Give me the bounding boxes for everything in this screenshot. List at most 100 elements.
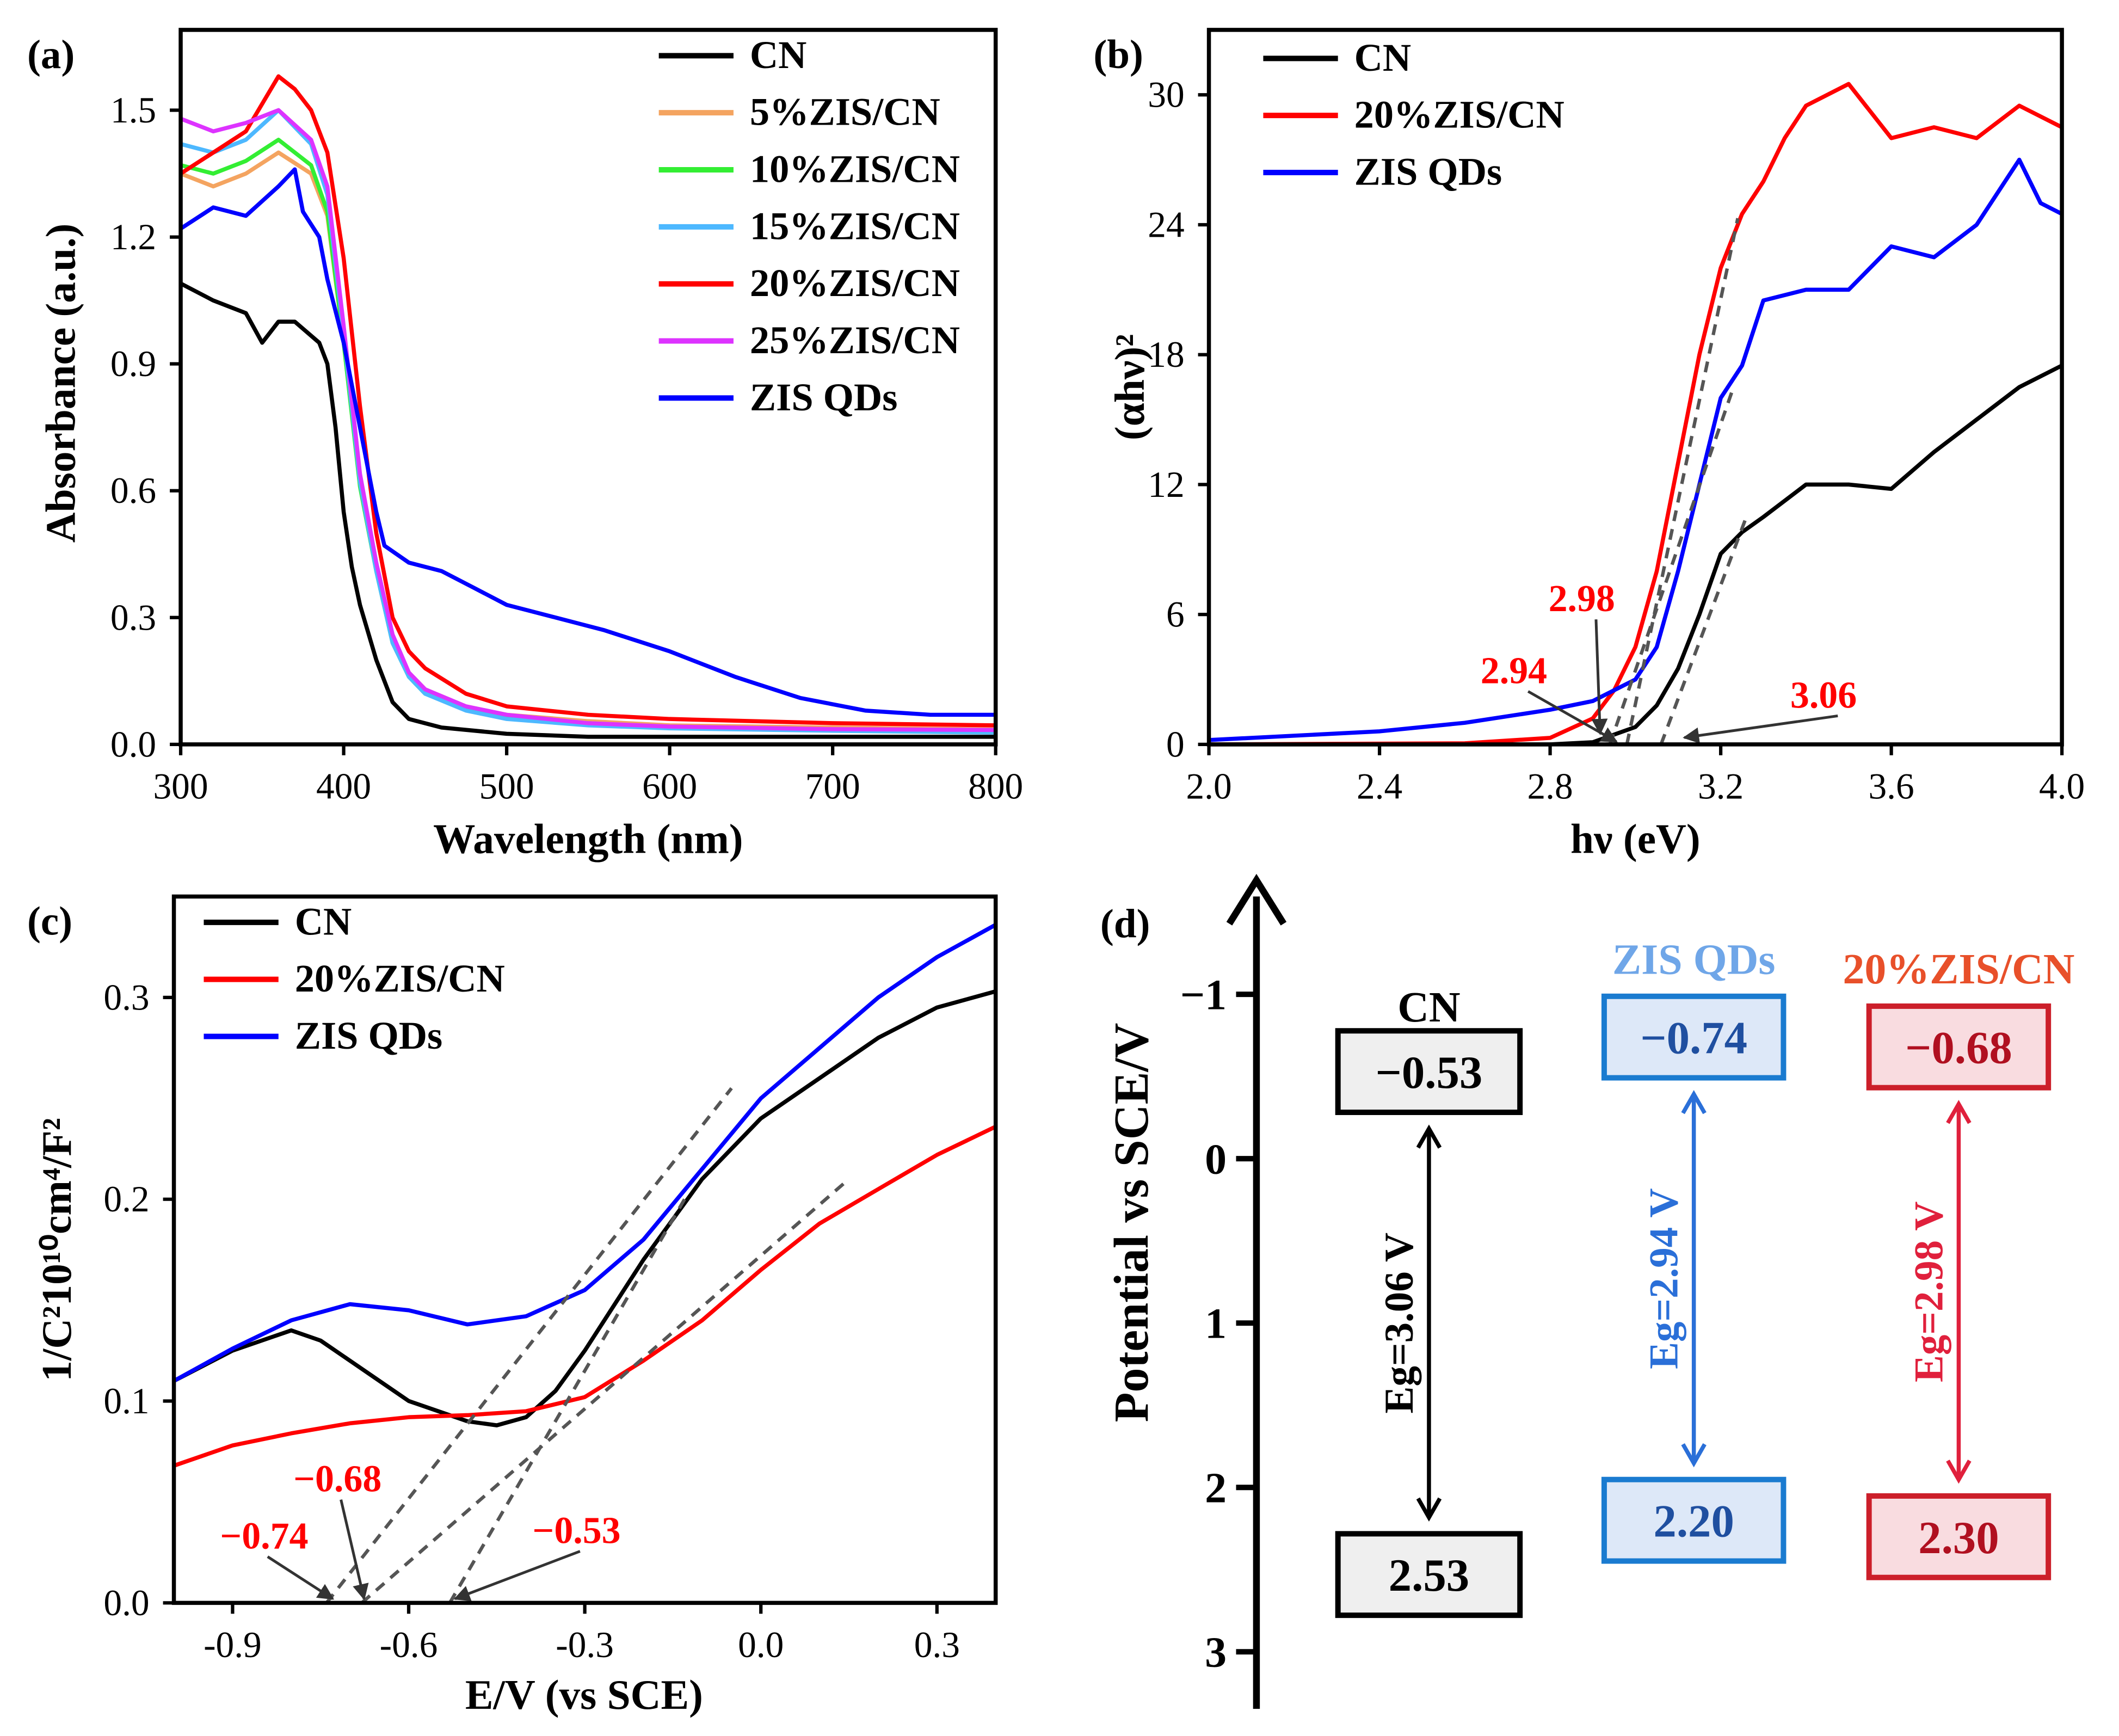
d-y-tick-label-1: 0 (1205, 1136, 1227, 1184)
d-eg-label-1: Eg=2.94 V (1642, 1188, 1687, 1369)
p0-legend-label-1: 5%ZIS/CN (750, 90, 940, 134)
p2-annotation-arrow-0 (267, 1555, 335, 1600)
p0-legend-label-5: 25%ZIS/CN (750, 318, 960, 362)
p1-y-tick-label-3: 18 (1148, 334, 1184, 375)
d-eg-arrowheads-icon-0 (1416, 1124, 1442, 1522)
p1-x-tick-label-4: 3.6 (1868, 766, 1914, 807)
p0-legend-label-6: ZIS QDs (750, 375, 898, 419)
p0-legend-label-0: CN (750, 33, 807, 77)
p1-series-line-0 (1209, 364, 2063, 747)
d-vb-value-2: 2.30 (1918, 1512, 1999, 1563)
d-vb-box-0 (1335, 1531, 1523, 1618)
panel-label-a: (a) (27, 32, 75, 77)
d-eg-arrowheads-icon-1 (1681, 1089, 1707, 1468)
d-cb-box-1 (1601, 993, 1787, 1081)
p1-x-tick-label-1: 2.4 (1357, 766, 1402, 807)
p0-plot-frame (178, 28, 998, 747)
p0-legend-label-2: 10%ZIS/CN (750, 147, 960, 190)
p0-y-tick-label-5: 1.5 (110, 90, 156, 131)
d-y-tick-label-3: 2 (1205, 1464, 1227, 1512)
p1-legend-label-0: CN (1354, 36, 1412, 79)
p0-y-tick-label-2: 0.6 (110, 470, 156, 511)
p1-y-tick-label-1: 6 (1166, 594, 1185, 635)
d-vb-value-0: 2.53 (1389, 1550, 1470, 1601)
p0-x-tick-label-2: 500 (479, 766, 534, 807)
p0-y-tick-label-3: 0.9 (110, 343, 156, 384)
p2-x-tick-label-3: 0.0 (738, 1624, 784, 1665)
p2-x-tick-label-4: 0.3 (914, 1624, 960, 1665)
d-material-title-0: CN (1397, 983, 1460, 1031)
p1-y-tick-label-4: 24 (1148, 204, 1184, 245)
p1-x-tick-label-3: 3.2 (1698, 766, 1744, 807)
ylabel-c: 1/C²10¹⁰cm⁴/F² (33, 1118, 80, 1382)
p2-annotation-arrow-2 (453, 1550, 581, 1602)
d-y-tick-label-0: −1 (1180, 971, 1227, 1019)
p2-legend-label-1: 20%ZIS/CN (295, 957, 505, 1000)
d-material-title-2: 20%ZIS/CN (1843, 945, 2074, 993)
p2-annotation-arrow-1 (340, 1499, 369, 1600)
p1-tangent-line-0 (1625, 218, 1740, 745)
d-eg-arrowheads-icon-2 (1946, 1100, 1972, 1484)
d-y-tick-label-2: 1 (1205, 1300, 1227, 1348)
panel-label-d: (d) (1100, 901, 1150, 946)
d-axis-arrowhead-icon (1226, 873, 1287, 926)
d-cb-value-2: −0.68 (1905, 1023, 2012, 1074)
p1-x-tick-label-0: 2.0 (1186, 766, 1231, 807)
p1-tangent-line-1 (1608, 386, 1735, 745)
p0-series-line-5 (180, 108, 996, 732)
p1-legend-label-2: ZIS QDs (1354, 150, 1502, 193)
p2-tangent-line-2 (448, 1198, 686, 1604)
ylabel-a: Absorbance (a.u.) (37, 224, 84, 543)
d-y-tick-label-4: 3 (1205, 1629, 1227, 1677)
p2-x-tick-label-2: -0.3 (556, 1624, 614, 1665)
p1-annotation-1: 2.94 (1481, 650, 1547, 692)
p2-y-tick-label-0: 0.0 (103, 1583, 149, 1623)
p1-series-line-1 (1209, 82, 2063, 747)
xlabel-b: hν (eV) (1570, 816, 1701, 863)
p1-x-tick-label-5: 4.0 (2039, 766, 2085, 807)
p2-x-tick-label-0: -0.9 (204, 1624, 262, 1665)
d-cb-value-1: −0.74 (1640, 1013, 1747, 1064)
p0-x-tick-label-0: 300 (153, 766, 208, 807)
panel-label-b: (b) (1093, 32, 1143, 77)
p1-legend-label-1: 20%ZIS/CN (1354, 93, 1564, 137)
d-cb-box-2 (1866, 1003, 2052, 1091)
p1-y-tick-label-5: 30 (1148, 75, 1184, 115)
p2-annotation-2: −0.53 (533, 1510, 621, 1552)
d-vb-box-1 (1601, 1476, 1787, 1564)
p2-x-tick-label-1: -0.6 (380, 1624, 438, 1665)
p0-series-line-6 (179, 167, 996, 717)
p2-y-tick-label-3: 0.3 (103, 977, 149, 1018)
p2-annotation-1: −0.68 (293, 1458, 381, 1500)
p1-annotation-0: 2.98 (1549, 578, 1615, 620)
p2-tangent-line-0 (325, 1087, 733, 1604)
p0-y-tick-label-0: 0.0 (110, 724, 156, 765)
d-vb-box-2 (1866, 1493, 2052, 1580)
p2-y-tick-label-2: 0.2 (103, 1179, 149, 1220)
p0-legend-label-4: 20%ZIS/CN (750, 261, 960, 305)
p0-x-tick-label-1: 400 (316, 766, 371, 807)
ylabel-d: Potential vs SCE/V (1105, 1023, 1159, 1423)
d-cb-value-0: −0.53 (1376, 1047, 1483, 1098)
p1-y-tick-label-0: 0 (1166, 724, 1185, 765)
p1-tangent-line-2 (1659, 516, 1748, 745)
panel-label-c: (c) (27, 898, 72, 944)
p0-series-line-4 (180, 74, 996, 728)
d-material-title-1: ZIS QDs (1612, 936, 1776, 984)
d-vb-value-1: 2.20 (1653, 1496, 1734, 1547)
p2-annotation-0: −0.74 (220, 1516, 308, 1558)
p0-y-tick-label-1: 0.3 (110, 597, 156, 638)
p0-x-tick-label-5: 800 (968, 766, 1023, 807)
d-cb-box-0 (1335, 1028, 1523, 1115)
p2-y-tick-label-1: 0.1 (103, 1381, 149, 1421)
p2-series-line-1 (173, 1124, 997, 1468)
p1-x-tick-label-2: 2.8 (1527, 766, 1573, 807)
p0-series-line-0 (180, 281, 996, 739)
p1-annotation-arrow-0 (1591, 619, 1608, 735)
p1-annotation-2: 3.06 (1790, 674, 1857, 716)
xlabel-c: E/V (vs SCE) (465, 1671, 703, 1718)
p2-series-line-0 (173, 989, 996, 1427)
p2-series-line-2 (173, 923, 997, 1383)
p0-x-tick-label-3: 600 (642, 766, 697, 807)
